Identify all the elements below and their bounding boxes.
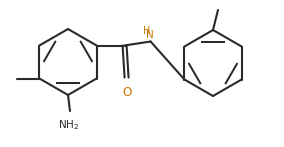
Text: H: H xyxy=(143,25,150,35)
Text: N: N xyxy=(146,30,153,41)
Text: NH$_2$: NH$_2$ xyxy=(59,118,80,132)
Text: O: O xyxy=(122,86,131,98)
